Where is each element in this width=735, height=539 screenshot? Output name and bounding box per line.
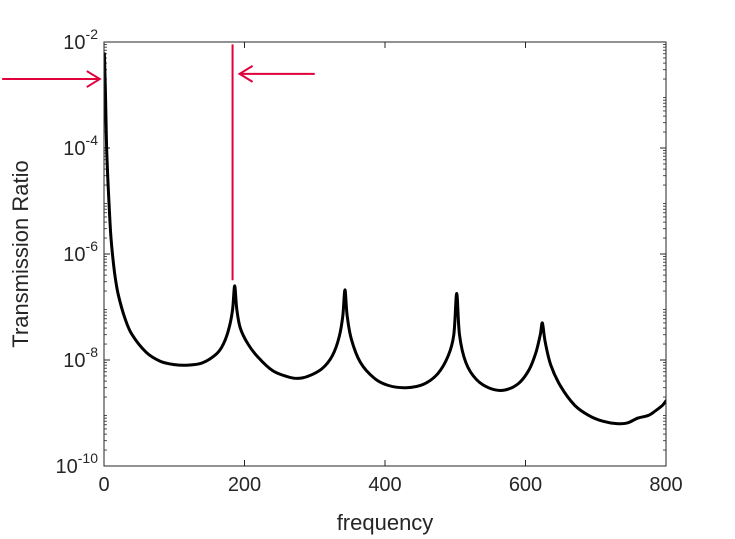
annotation-arrow-head	[237, 65, 254, 83]
y-tick-label: 10-8	[63, 344, 98, 372]
y-tick-label: 10-10	[56, 450, 99, 478]
series-line	[104, 52, 666, 426]
x-tick-label: 800	[649, 474, 682, 496]
x-tick-label: 200	[228, 474, 261, 496]
annotation-layer	[2, 44, 315, 281]
y-tick-label: 10-4	[63, 132, 98, 160]
series-layer	[104, 52, 666, 426]
x-axis-label: frequency	[337, 510, 434, 535]
x-tick-label: 600	[509, 474, 542, 496]
y-axis-label: Transmission Ratio	[8, 160, 33, 347]
y-tick-label: 10-2	[63, 26, 98, 54]
x-tick-label: 400	[368, 474, 401, 496]
annotation-arrow-head	[86, 70, 102, 88]
y-tick-label: 10-6	[63, 238, 98, 266]
plot-frame	[103, 41, 667, 467]
x-tick-label: 0	[98, 474, 109, 496]
